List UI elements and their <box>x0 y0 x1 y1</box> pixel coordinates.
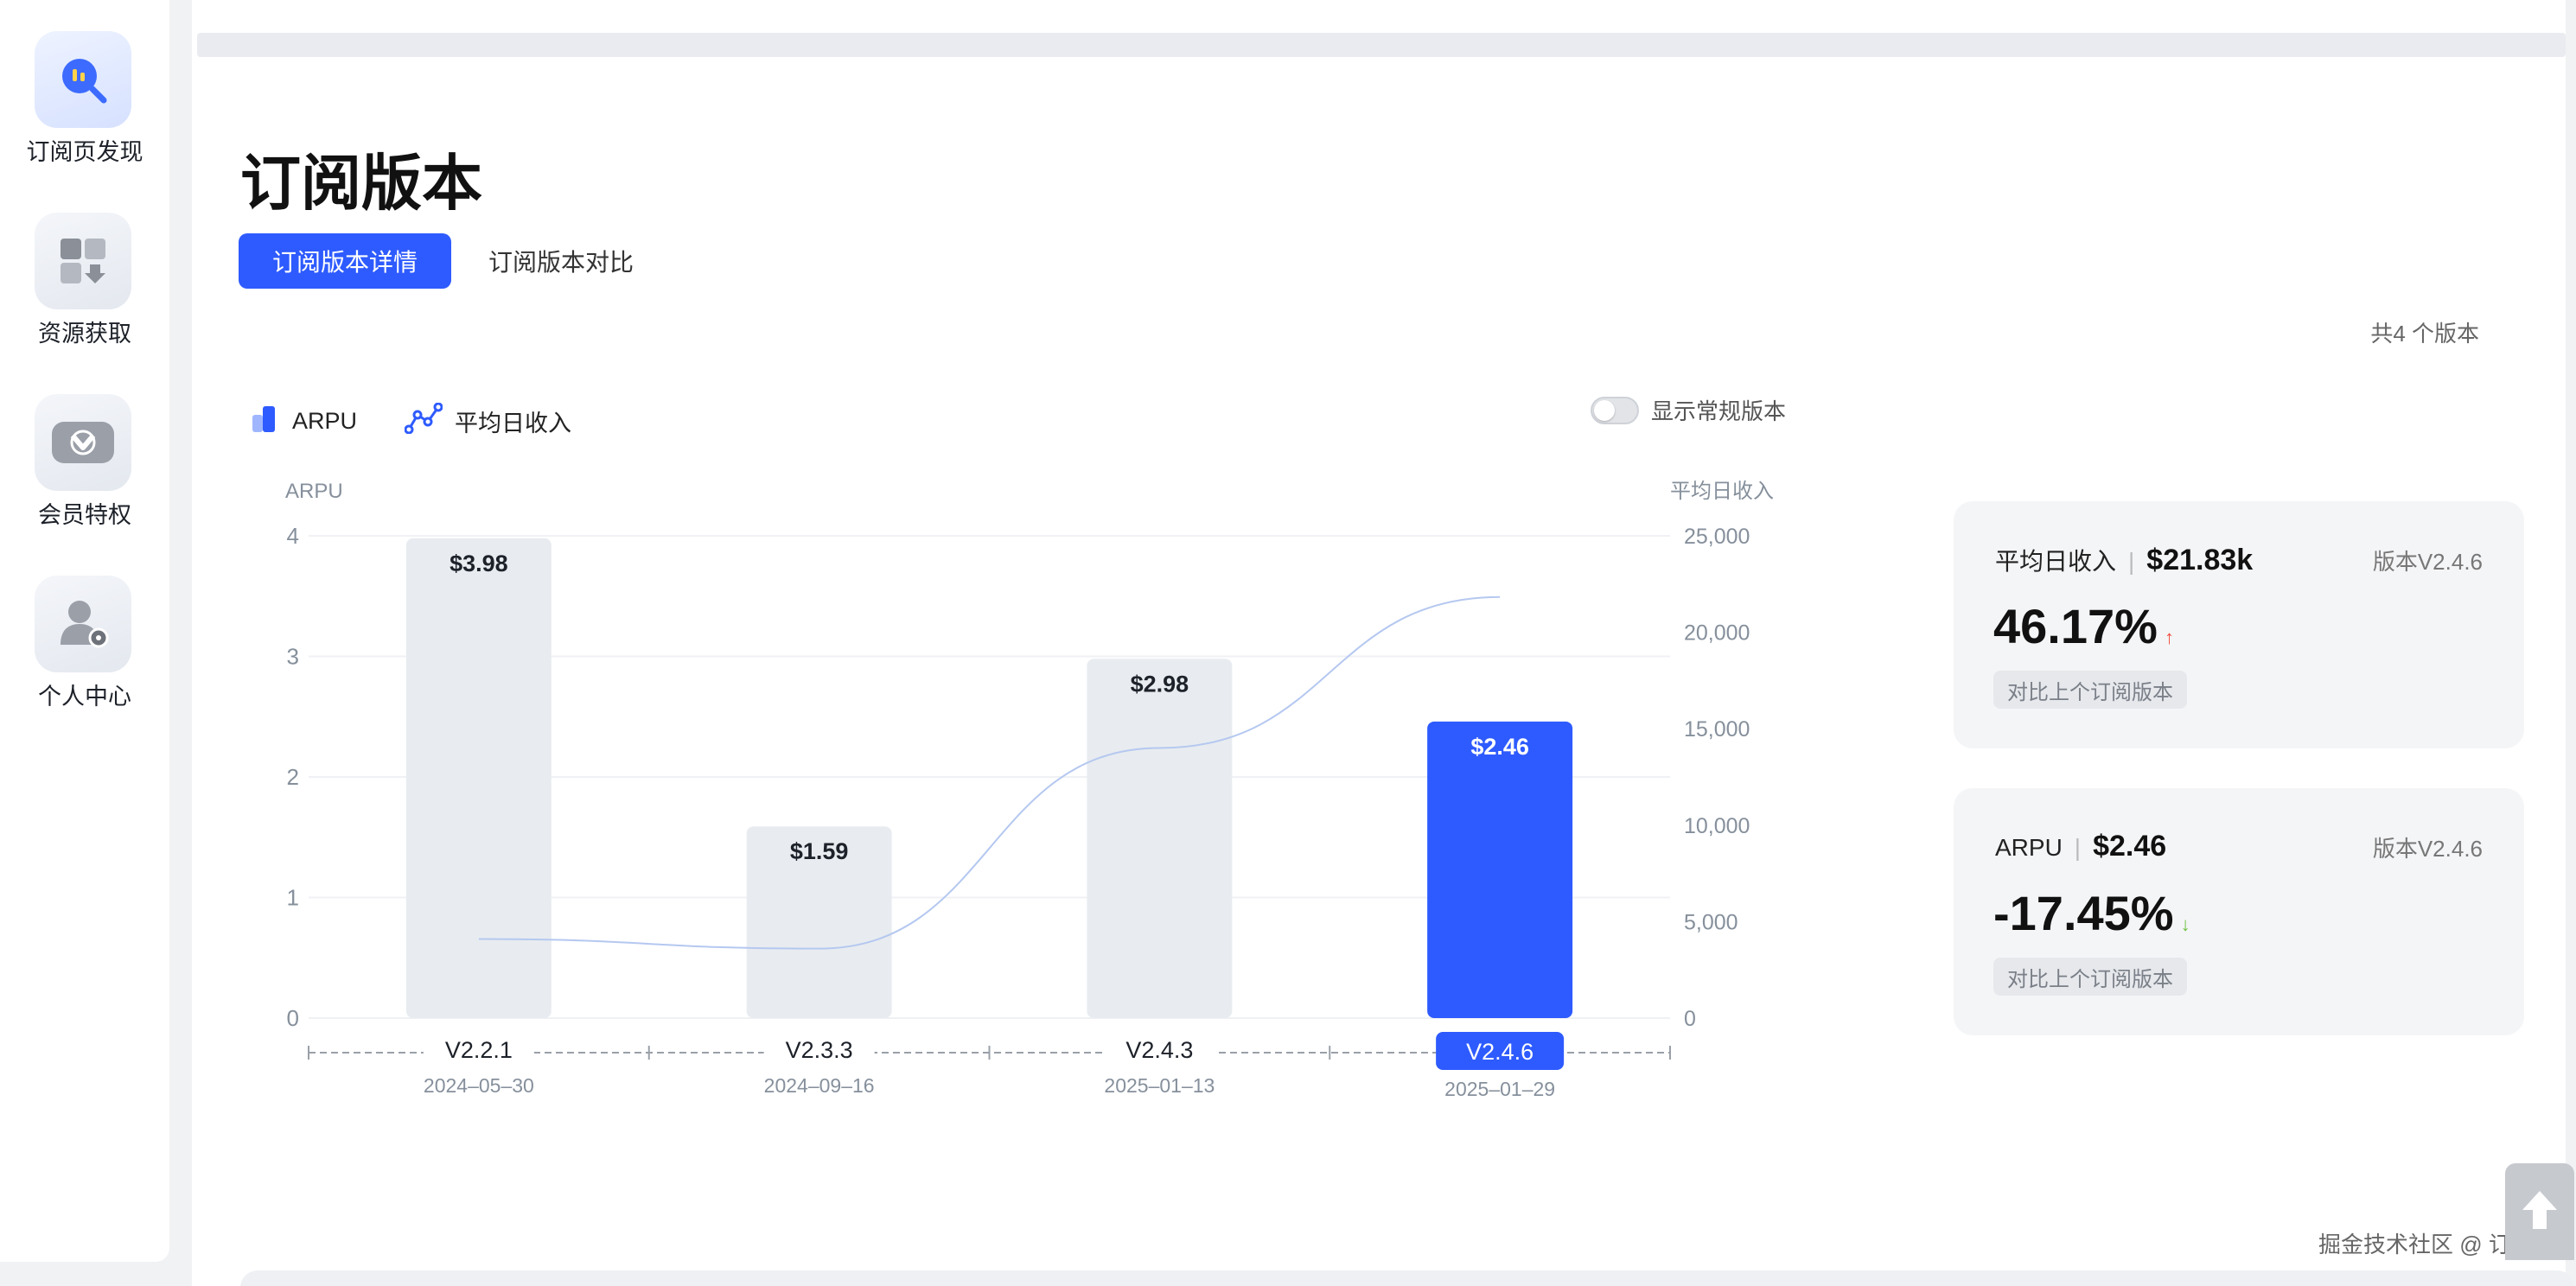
card-change: 46.17% ↑ <box>1993 598 2174 654</box>
x-label-bg <box>423 1034 534 1070</box>
bar-value-label: $1.59 <box>790 838 849 864</box>
card-value: $2.46 <box>2093 830 2167 863</box>
x-label-bg <box>1104 1034 1215 1070</box>
y-tick-right: 10,000 <box>1684 814 1750 838</box>
tab-version-detail[interactable]: 订阅版本详情 <box>239 233 451 289</box>
card-divider: | <box>2074 834 2082 861</box>
y-tick-left: 2 <box>287 764 299 790</box>
legend-arpu[interactable]: ARPU <box>249 403 357 440</box>
y-tick-left: 3 <box>287 644 299 670</box>
metric-card-avg-revenue: 平均日收入 | $21.83k 版本V2.4.6 46.17% ↑ 对比上个订阅… <box>1954 501 2524 748</box>
card-divider: | <box>2128 548 2135 575</box>
y-axis-left-title: ARPU <box>285 480 343 503</box>
legend-arpu-label: ARPU <box>292 408 358 434</box>
legend-avg-label: 平均日收入 <box>455 411 571 436</box>
metric-card-arpu: ARPU | $2.46 版本V2.4.6 -17.45% ↓ 对比上个订阅版本 <box>1954 788 2524 1035</box>
arrow-up-icon <box>2519 1187 2560 1237</box>
next-section-card <box>240 1270 2574 1286</box>
card-metric: 平均日收入 <box>1995 548 2117 575</box>
arrow-up-icon: ↑ <box>2164 627 2174 648</box>
y-tick-right: 5,000 <box>1684 910 1738 934</box>
line-chart-icon <box>404 402 443 440</box>
x-tick-label: V2.3.3 <box>786 1037 853 1063</box>
toggle-label: 显示常规版本 <box>1651 398 1787 424</box>
bar-chart-icon <box>249 403 280 440</box>
bar <box>405 538 552 1018</box>
y-tick-left: 4 <box>287 523 299 549</box>
bar-value-label: $2.46 <box>1470 734 1529 760</box>
x-label-bg <box>763 1034 875 1070</box>
card-value: $21.83k <box>2146 544 2254 576</box>
sidebar-item-label: 会员特权 <box>38 502 131 528</box>
resource-download-icon <box>35 213 131 309</box>
bar <box>746 826 892 1018</box>
tab-version-compare[interactable]: 订阅版本对比 <box>488 249 634 276</box>
user-gear-icon <box>35 576 131 672</box>
y-tick-left: 0 <box>287 1005 299 1031</box>
card-head: ARPU | $2.46 <box>1995 830 2166 863</box>
x-tick-label: V2.4.6 <box>1466 1039 1533 1065</box>
sidebar-item-label: 资源获取 <box>38 321 131 347</box>
page-title: 订阅版本 <box>240 150 482 217</box>
card-change: -17.45% ↓ <box>1993 885 2190 941</box>
legend-avg-revenue[interactable]: 平均日收入 <box>404 402 571 440</box>
regular-version-toggle[interactable]: 显示常规版本 <box>1591 394 1786 426</box>
main-panel: 订阅版本 订阅版本详情 订阅版本对比 共4 个版本 ARPU 平均日收入 显示常… <box>192 0 2566 1286</box>
y-tick-left: 1 <box>287 885 299 911</box>
toggle-knob <box>1594 399 1615 421</box>
search-chart-icon <box>35 31 131 128</box>
x-label-highlight <box>1436 1032 1565 1070</box>
sidebar: 订阅页发现 资源获取 会员特权 个人中心 <box>0 0 169 1262</box>
x-tick-date: 2025–01–13 <box>1104 1074 1215 1097</box>
y-tick-right: 0 <box>1684 1007 1696 1031</box>
sidebar-item-label: 订阅页发现 <box>26 139 143 165</box>
card-version: 版本V2.4.6 <box>2372 836 2483 862</box>
card-head: 平均日收入 | $21.83k <box>1995 543 2253 577</box>
bar <box>1427 721 1573 1018</box>
avg-revenue-line <box>478 595 1501 950</box>
arrow-down-icon: ↓ <box>2180 914 2190 935</box>
y-tick-right: 20,000 <box>1684 621 1750 646</box>
toggle-switch[interactable] <box>1591 396 1639 424</box>
vip-icon <box>35 394 131 491</box>
x-tick-date: 2025–01–29 <box>1444 1078 1555 1100</box>
arpu-revenue-chart: ARPU 平均日收入 0 1 2 3 4 0 5,000 10,000 15,000 20,000 25… <box>285 480 1774 1100</box>
card-pct: 46.17% <box>1993 599 2158 653</box>
y-tick-right: 15,000 <box>1684 717 1750 742</box>
version-count: 共4 个版本 <box>2370 321 2479 347</box>
x-tick-date: 2024–09–16 <box>764 1074 875 1097</box>
sidebar-item-label: 个人中心 <box>38 684 131 710</box>
card-pct: -17.45% <box>1993 886 2174 940</box>
x-tick-date: 2024–05–30 <box>424 1074 534 1097</box>
card-metric: ARPU <box>1995 834 2063 861</box>
card-note: 对比上个订阅版本 <box>1993 958 2187 996</box>
back-to-top-button[interactable] <box>2505 1163 2574 1260</box>
y-axis-right-title: 平均日收入 <box>1670 480 1774 503</box>
bar-value-label: $2.98 <box>1131 671 1189 697</box>
card-version: 版本V2.4.6 <box>2372 549 2483 575</box>
x-tick-label: V2.4.3 <box>1125 1037 1193 1063</box>
bar <box>1087 659 1233 1018</box>
bar-value-label: $3.98 <box>450 551 508 576</box>
top-strip <box>197 33 2566 57</box>
y-tick-right: 25,000 <box>1684 525 1750 549</box>
card-note: 对比上个订阅版本 <box>1993 671 2187 709</box>
x-tick-label: V2.2.1 <box>445 1037 513 1063</box>
